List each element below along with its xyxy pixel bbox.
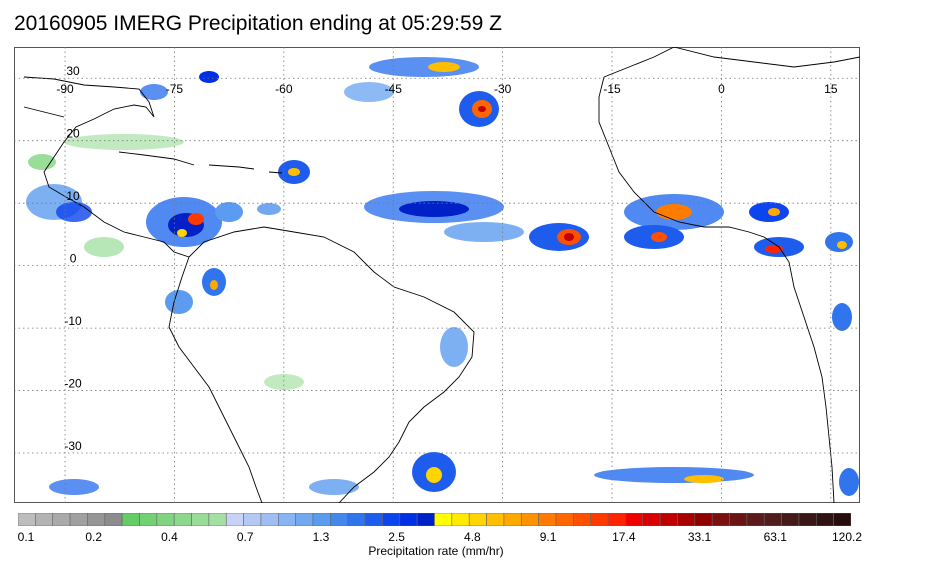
colorbar-title: Precipitation rate (mm/hr) bbox=[0, 544, 944, 558]
colorbar-swatch bbox=[208, 513, 227, 526]
colorbar-swatch bbox=[260, 513, 279, 526]
colorbar-swatch bbox=[746, 513, 765, 526]
colorbar-swatch bbox=[18, 513, 36, 526]
longitude-label: -75 bbox=[166, 82, 184, 96]
colorbar-swatch bbox=[243, 513, 262, 526]
colorbar-swatch bbox=[330, 513, 349, 526]
colorbar-swatch bbox=[520, 513, 539, 526]
colorbar-swatch bbox=[781, 513, 800, 526]
latitude-label: 0 bbox=[70, 252, 77, 266]
colorbar-tick-label: 63.1 bbox=[763, 530, 787, 544]
colorbar-swatch bbox=[139, 513, 158, 526]
colorbar-swatch bbox=[225, 513, 244, 526]
colorbar-swatch bbox=[711, 513, 730, 526]
latitude-label: -20 bbox=[64, 377, 82, 391]
colorbar-swatch bbox=[191, 513, 210, 526]
map-title: 20160905 IMERG Precipitation ending at 0… bbox=[14, 12, 502, 35]
colorbar-swatch bbox=[451, 513, 470, 526]
colorbar-tick-label: 2.5 bbox=[388, 530, 405, 544]
colorbar-swatch bbox=[295, 513, 314, 526]
longitude-label: -15 bbox=[603, 82, 621, 96]
colorbar-swatch bbox=[382, 513, 401, 526]
colorbar-swatch bbox=[156, 513, 175, 526]
colorbar-tick-label: 0.1 bbox=[17, 530, 35, 544]
colorbar-swatch bbox=[798, 513, 817, 526]
colorbar-tick-label: 9.1 bbox=[539, 530, 557, 544]
colorbar-swatch bbox=[104, 513, 123, 526]
colorbar-tick-label: 120.2 bbox=[831, 530, 863, 544]
longitude-label: -60 bbox=[275, 82, 293, 96]
colorbar-swatch bbox=[347, 513, 366, 526]
graticule bbox=[14, 47, 860, 503]
colorbar-swatch bbox=[833, 513, 851, 526]
colorbar-tick-label: 4.8 bbox=[464, 530, 481, 544]
colorbar-swatch bbox=[659, 513, 678, 526]
latitude-label: 30 bbox=[66, 64, 80, 78]
colorbar-swatch bbox=[35, 513, 54, 526]
colorbar-swatch bbox=[468, 513, 487, 526]
colorbar-swatch bbox=[434, 513, 453, 526]
longitude-label: 15 bbox=[824, 82, 838, 96]
precipitation-map: -90 -75 -60 -45 -30 -15 0 15 30 20 10 0 -10 -20 -30 bbox=[14, 47, 860, 503]
colorbar-swatch bbox=[763, 513, 782, 526]
colorbar-swatch bbox=[625, 513, 644, 526]
colorbar-swatch bbox=[590, 513, 609, 526]
map-frame bbox=[14, 47, 860, 503]
colorbar-swatch bbox=[503, 513, 522, 526]
colorbar-tick-label: 1.3 bbox=[312, 530, 330, 544]
colorbar-swatch bbox=[278, 513, 296, 526]
colorbar-swatch bbox=[729, 513, 748, 526]
longitude-label: 0 bbox=[718, 82, 725, 96]
colorbar-swatch bbox=[486, 513, 505, 526]
colorbar-swatch bbox=[555, 513, 574, 526]
colorbar-tick-label: 0.4 bbox=[161, 530, 178, 544]
colorbar-swatch bbox=[694, 513, 713, 526]
colorbar-swatch bbox=[364, 513, 383, 526]
colorbar-swatch bbox=[87, 513, 106, 526]
colorbar bbox=[18, 513, 851, 526]
colorbar-swatch bbox=[573, 513, 591, 526]
colorbar-swatch bbox=[52, 513, 71, 526]
latitude-label: 20 bbox=[66, 127, 80, 141]
colorbar-swatch bbox=[538, 513, 557, 526]
colorbar-swatch bbox=[173, 513, 192, 526]
longitude-labels: -90 -75 -60 -45 -30 -15 0 15 bbox=[56, 82, 837, 96]
colorbar-swatch bbox=[121, 513, 140, 526]
latitude-label: -10 bbox=[64, 314, 82, 328]
coastlines bbox=[23, 47, 860, 503]
colorbar-swatch bbox=[607, 513, 626, 526]
longitude-label: -30 bbox=[494, 82, 512, 96]
colorbar-tick-label: 0.7 bbox=[236, 530, 254, 544]
colorbar-swatch bbox=[677, 513, 696, 526]
colorbar-tick-label: 0.2 bbox=[85, 530, 103, 544]
colorbar-tick-label: 17.4 bbox=[612, 530, 636, 544]
colorbar-swatch bbox=[312, 513, 331, 526]
precipitation-layer bbox=[26, 57, 859, 496]
colorbar-swatch bbox=[815, 513, 834, 526]
colorbar-swatch bbox=[399, 513, 418, 526]
latitude-label: 10 bbox=[66, 189, 80, 203]
colorbar-swatch bbox=[642, 513, 661, 526]
colorbar-tick-label: 33.1 bbox=[687, 530, 712, 544]
colorbar-title-text: Precipitation rate (mm/hr) bbox=[368, 544, 504, 558]
latitude-labels: 30 20 10 0 -10 -20 -30 bbox=[64, 64, 82, 453]
longitude-label: -45 bbox=[385, 82, 403, 96]
colorbar-swatch bbox=[69, 513, 88, 526]
latitude-label: -30 bbox=[64, 439, 82, 453]
colorbar-tick-labels: 0.1 0.2 0.4 0.7 1.3 2.5 4.8 9.1 17.4 33.1 63.1 120.… bbox=[0, 530, 944, 546]
longitude-label: -90 bbox=[56, 82, 74, 96]
colorbar-swatch bbox=[416, 513, 435, 526]
